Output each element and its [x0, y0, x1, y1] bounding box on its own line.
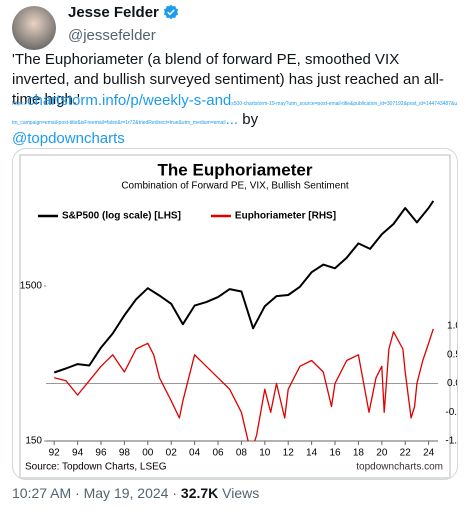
x-tick-label: 02 [166, 448, 178, 459]
y-tick-label: 150 [25, 436, 42, 447]
y2-tick-label: 0.0 [447, 378, 457, 389]
legend-label: Euphoriameter [RHS] [235, 211, 336, 222]
by: by [242, 111, 259, 128]
link-main[interactable]: chartstorm.info/p/weekly-s-and [27, 92, 232, 109]
x-tick-label: 20 [376, 448, 388, 459]
x-tick-label: 96 [95, 448, 107, 459]
x-tick-label: 94 [72, 448, 84, 459]
legend-label: S&P500 (log scale) [LHS] [62, 211, 181, 222]
chart-subtitle: Combination of Forward PE, VIX, Bullish … [121, 181, 349, 192]
separator: · [172, 485, 178, 501]
x-tick-label: 18 [353, 448, 365, 459]
link-scheme[interactable]: https:// [12, 101, 28, 107]
author-name[interactable]: Jesse Felder [68, 4, 179, 21]
verified-badge [163, 4, 179, 20]
x-tick-label: 22 [400, 448, 412, 459]
series-line [53, 200, 435, 374]
link[interactable]: https://chartstorm.info/p/weekly-s-ands5… [12, 92, 457, 128]
chart-frame [19, 154, 451, 479]
link-rest[interactable]: s500-chartstorm-19-may?utm_source=post-e… [12, 101, 458, 126]
x-tick-label: 12 [283, 448, 295, 459]
x-tick-label: 24 [423, 448, 435, 459]
chart: The Euphoriameter Combination of Forward… [19, 154, 457, 479]
x-tick-label: 14 [306, 448, 318, 459]
link-ellipsis[interactable]: ... [225, 111, 239, 128]
y2-tick-label: -0.5 [445, 407, 457, 418]
y2-tick-label: -1.0 [445, 436, 457, 447]
x-tick-label: 04 [189, 448, 201, 459]
mention[interactable]: @topdowncharts [12, 130, 125, 147]
y-tick-label: 1500 [20, 281, 43, 292]
views-count: 32.7K [180, 485, 219, 501]
source: Source: Topdown Charts, LSEG [25, 462, 167, 473]
x-tick-label: 16 [329, 448, 341, 459]
time[interactable]: 10:27 AM [12, 485, 72, 501]
handle[interactable]: @jessefelder [68, 27, 156, 44]
credit: topdowncharts.com [356, 462, 443, 473]
views-label: Views [222, 485, 260, 501]
media-card[interactable]: The Euphoriameter Combination of Forward… [12, 148, 458, 480]
x-tick-label: 00 [142, 448, 154, 459]
footer: 10:27 AM · May 19, 2024 · 32.7K Views [12, 485, 259, 501]
y2-tick-label: 0.5 [447, 349, 457, 360]
x-tick-label: 10 [259, 448, 271, 459]
y2-tick-label: 1.0 [447, 321, 457, 332]
x-tick-label: 08 [236, 448, 248, 459]
x-tick-label: 92 [49, 448, 61, 459]
avatar[interactable] [12, 6, 56, 50]
date[interactable]: May 19, 2024 [83, 485, 169, 501]
plot [53, 200, 435, 441]
separator: · [75, 485, 80, 501]
tweet-text: 'The Euphoriameter (a blend of forward P… [12, 51, 444, 108]
x-tick-label: 06 [212, 448, 224, 459]
series-line [54, 328, 434, 441]
tweet-link-line: https://chartstorm.info/p/weekly-s-ands5… [12, 91, 458, 148]
chart-title: The Euphoriameter [158, 160, 313, 179]
name[interactable]: Jesse Felder [68, 4, 159, 21]
x-tick-label: 98 [119, 448, 131, 459]
